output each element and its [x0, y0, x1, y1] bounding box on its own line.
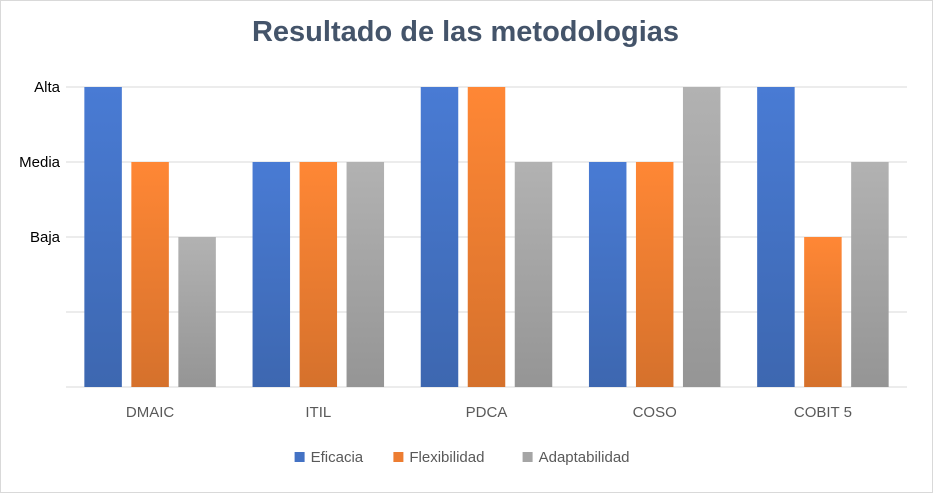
legend-swatch-eficacia: [294, 452, 305, 462]
bar-adaptabilidad-pdca: [514, 162, 553, 387]
legend-label-eficacia: Eficacia: [311, 449, 364, 466]
x-category-label: COBIT 5: [794, 404, 852, 421]
x-category-label: DMAIC: [126, 404, 175, 421]
y-tick-label: Media: [19, 154, 61, 171]
bar-eficacia-itil: [252, 162, 291, 387]
bar-flexibilidad-cobit-5: [804, 237, 842, 387]
bar-flexibilidad-coso: [635, 162, 674, 387]
legend-label-flexibilidad: Flexibilidad: [409, 449, 484, 466]
bar-eficacia-cobit-5: [757, 87, 795, 387]
bar-adaptabilidad-coso: [682, 87, 721, 387]
bar-flexibilidad-dmaic: [131, 162, 169, 387]
chart-title: Resultado de las metodologias: [251, 16, 680, 48]
bar-adaptabilidad-itil: [346, 162, 385, 387]
x-category-label: ITIL: [305, 404, 331, 421]
legend-swatch-flexibilidad: [393, 452, 404, 462]
bar-eficacia-pdca: [420, 87, 459, 387]
y-tick-label: Alta: [34, 79, 61, 96]
bar-eficacia-coso: [588, 162, 627, 387]
x-category-label: COSO: [633, 404, 677, 421]
y-tick-label: Baja: [30, 229, 61, 246]
bar-eficacia-dmaic: [84, 87, 122, 387]
legend-swatch-adaptabilidad: [522, 452, 533, 462]
bar-adaptabilidad-dmaic: [178, 237, 216, 387]
bar-flexibilidad-pdca: [467, 87, 506, 387]
x-category-label: PDCA: [466, 404, 508, 421]
legend-label-adaptabilidad: Adaptabilidad: [539, 449, 630, 466]
bar-adaptabilidad-cobit-5: [851, 162, 889, 387]
bar-flexibilidad-itil: [299, 162, 338, 387]
